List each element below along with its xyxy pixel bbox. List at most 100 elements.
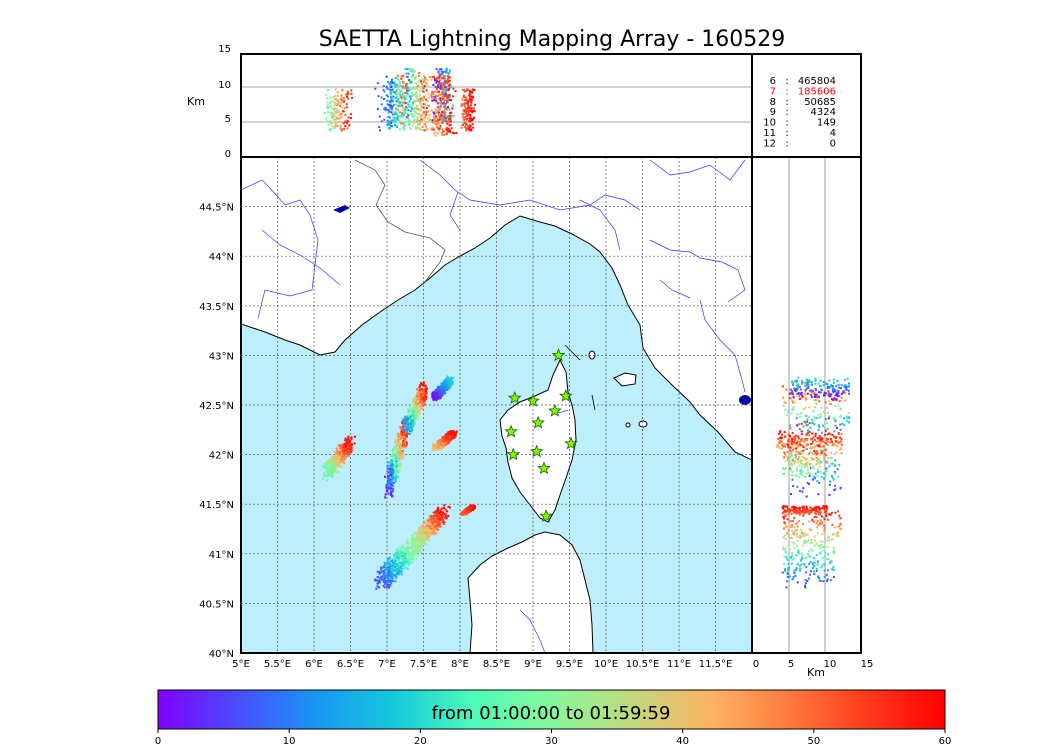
lightning-point	[425, 392, 428, 395]
lightning-point	[397, 436, 400, 439]
station-star-icon	[526, 393, 540, 407]
lightning-point	[448, 435, 451, 438]
side-point	[814, 472, 817, 475]
lightning-point	[408, 563, 411, 566]
side-point	[783, 401, 786, 404]
lightning-point	[420, 534, 423, 536]
altitude-point	[425, 98, 428, 101]
altitude-point	[404, 85, 407, 88]
lightning-point	[397, 460, 400, 463]
altitude-point	[421, 126, 424, 129]
altitude-point	[454, 90, 457, 93]
altitude-point	[444, 87, 447, 90]
lightning-point	[444, 387, 447, 390]
lightning-point	[395, 568, 398, 571]
lightning-point	[394, 446, 397, 449]
lightning-point	[339, 455, 342, 458]
altitude-point	[393, 113, 396, 116]
altitude-point	[465, 127, 468, 130]
lightning-point	[381, 575, 384, 578]
altitude-point	[462, 96, 465, 98]
altitude-point	[418, 109, 421, 112]
altitude-point	[436, 126, 439, 129]
altitude-point	[412, 109, 415, 112]
side-point	[839, 487, 842, 490]
side-point	[797, 384, 800, 387]
altitude-point	[333, 104, 336, 107]
lightning-point	[386, 470, 389, 473]
altitude-point	[451, 131, 454, 134]
lightning-point	[350, 438, 353, 441]
lightning-point	[461, 512, 464, 515]
altitude-point	[439, 118, 442, 121]
lightning-point	[385, 483, 388, 486]
altitude-point	[397, 114, 400, 117]
lightning-point	[422, 396, 425, 399]
altitude-point	[395, 90, 398, 93]
lightning-point	[383, 561, 386, 564]
altitude-point	[428, 114, 431, 117]
altitude-point	[436, 132, 439, 135]
altitude-point	[405, 98, 408, 101]
side-point	[800, 465, 803, 468]
altitude-point	[436, 110, 439, 113]
altitude-point	[467, 105, 470, 108]
altitude-point	[411, 113, 414, 116]
altitude-point	[404, 111, 407, 114]
side-point	[818, 400, 821, 403]
altitude-point	[437, 102, 439, 105]
lightning-point	[396, 463, 399, 466]
altitude-point	[435, 111, 438, 114]
lightning-point	[326, 469, 329, 472]
altitude-point	[327, 121, 330, 124]
altitude-point	[446, 81, 449, 84]
lightning-point	[421, 539, 424, 542]
altitude-point	[336, 125, 339, 128]
altitude-point	[376, 108, 379, 110]
altitude-point	[406, 113, 409, 116]
altitude-point	[386, 99, 389, 102]
lightning-point	[396, 551, 399, 554]
lightning-point	[400, 561, 403, 564]
altitude-point	[430, 109, 433, 112]
lightning-point	[401, 434, 404, 437]
lightning-point	[341, 453, 344, 456]
altitude-point	[466, 118, 469, 120]
lightning-point	[426, 527, 429, 530]
lightning-point	[337, 456, 339, 459]
lightning-point	[396, 456, 399, 459]
lightning-point	[350, 436, 353, 439]
altitude-point	[435, 98, 437, 101]
lightning-point	[378, 586, 381, 589]
altitude-point	[394, 112, 397, 115]
altitude-point	[414, 78, 416, 80]
side-point	[834, 419, 837, 422]
altitude-point	[410, 104, 413, 106]
altitude-point	[334, 122, 337, 125]
lightning-point	[437, 510, 439, 513]
altitude-point	[410, 80, 413, 83]
altitude-point	[438, 129, 441, 132]
side-point	[834, 404, 837, 407]
lightning-point	[468, 508, 471, 511]
lightning-point	[351, 443, 353, 446]
lightning-point	[439, 522, 441, 525]
altitude-panel: Km 15 10 5 0	[187, 44, 861, 160]
altitude-point	[406, 107, 409, 110]
side-point	[812, 446, 815, 449]
lightning-point	[441, 383, 444, 386]
side-point	[834, 464, 836, 467]
lightning-point	[329, 470, 332, 473]
side-point	[796, 388, 799, 390]
altitude-point	[447, 84, 450, 87]
altitude-point	[438, 118, 441, 121]
side-point	[822, 472, 825, 475]
lightning-point	[407, 415, 410, 418]
lightning-point	[393, 455, 396, 458]
altitude-point	[390, 121, 393, 124]
side-point	[801, 490, 804, 493]
lightning-point	[338, 464, 341, 467]
lightning-point	[397, 440, 400, 443]
lightning-point	[405, 424, 408, 427]
lightning-point	[408, 551, 411, 554]
